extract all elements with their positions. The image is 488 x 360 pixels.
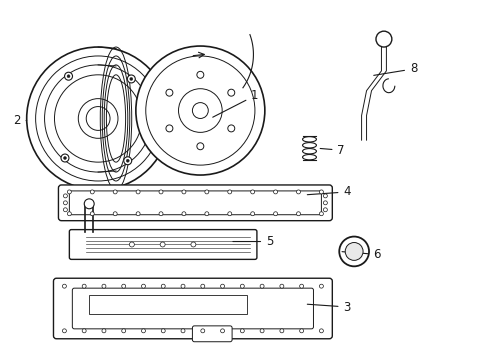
Circle shape [159,190,163,194]
Circle shape [82,329,86,333]
Text: 3: 3 [306,301,350,314]
Circle shape [136,190,140,194]
Circle shape [273,212,277,216]
Circle shape [201,284,204,288]
Circle shape [141,284,145,288]
Circle shape [136,46,264,175]
Circle shape [122,329,125,333]
Circle shape [122,284,125,288]
Circle shape [67,75,70,78]
Circle shape [296,212,300,216]
Text: 8: 8 [373,62,417,75]
Circle shape [250,212,254,216]
Circle shape [190,242,196,247]
Circle shape [113,212,117,216]
Circle shape [240,284,244,288]
Circle shape [323,201,326,205]
Circle shape [204,212,208,216]
Text: 7: 7 [320,144,345,157]
Circle shape [299,329,303,333]
Circle shape [182,212,185,216]
Circle shape [197,71,203,78]
Circle shape [181,284,184,288]
Circle shape [197,143,203,150]
Circle shape [84,199,94,209]
Circle shape [123,157,131,165]
Text: 2: 2 [13,114,27,127]
Circle shape [319,329,323,333]
Circle shape [61,154,69,162]
Circle shape [160,242,165,247]
Circle shape [62,329,66,333]
Circle shape [126,159,129,162]
Circle shape [345,243,362,260]
Text: 4: 4 [306,185,350,198]
Circle shape [102,284,106,288]
Circle shape [141,329,145,333]
FancyBboxPatch shape [59,185,332,221]
Circle shape [127,75,135,83]
Circle shape [63,201,67,205]
Circle shape [63,194,67,198]
Circle shape [240,329,244,333]
Circle shape [165,89,173,96]
Circle shape [227,89,234,96]
Circle shape [220,329,224,333]
Circle shape [67,212,71,216]
Circle shape [64,72,72,80]
Circle shape [67,190,71,194]
Circle shape [227,125,234,132]
FancyBboxPatch shape [53,278,332,339]
Circle shape [339,237,368,266]
Bar [89,295,246,314]
Circle shape [319,284,323,288]
Circle shape [299,284,303,288]
Circle shape [323,194,326,198]
Circle shape [82,284,86,288]
Circle shape [161,284,165,288]
Circle shape [260,284,264,288]
Text: 1: 1 [212,89,258,117]
Circle shape [63,208,67,212]
Circle shape [90,190,94,194]
Circle shape [204,190,208,194]
Circle shape [227,212,231,216]
Circle shape [102,329,106,333]
Circle shape [279,329,283,333]
Circle shape [62,284,66,288]
Text: 5: 5 [232,235,273,248]
Circle shape [136,212,140,216]
Circle shape [161,329,165,333]
Circle shape [201,329,204,333]
Circle shape [129,77,133,80]
Circle shape [192,103,208,118]
Text: 6: 6 [341,248,380,261]
Circle shape [181,329,184,333]
Circle shape [319,212,323,216]
Circle shape [279,284,283,288]
FancyBboxPatch shape [69,230,256,260]
Circle shape [227,190,231,194]
Circle shape [113,190,117,194]
Circle shape [319,190,323,194]
Circle shape [323,208,326,212]
Circle shape [178,89,222,132]
Circle shape [165,125,173,132]
FancyBboxPatch shape [192,326,232,342]
Circle shape [273,190,277,194]
Circle shape [182,190,185,194]
Circle shape [375,31,391,47]
Circle shape [90,212,94,216]
Circle shape [220,284,224,288]
Circle shape [129,242,134,247]
Circle shape [260,329,264,333]
Circle shape [250,190,254,194]
Circle shape [159,212,163,216]
Circle shape [63,157,66,159]
Circle shape [296,190,300,194]
